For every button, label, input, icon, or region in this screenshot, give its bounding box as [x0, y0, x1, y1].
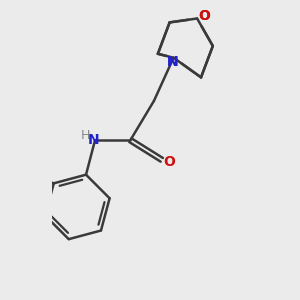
Text: O: O	[198, 9, 210, 23]
Text: N: N	[87, 133, 99, 147]
Text: N: N	[167, 56, 178, 70]
Text: O: O	[198, 9, 210, 23]
Text: H: H	[80, 129, 90, 142]
Text: O: O	[163, 155, 175, 169]
Text: N: N	[167, 56, 178, 70]
